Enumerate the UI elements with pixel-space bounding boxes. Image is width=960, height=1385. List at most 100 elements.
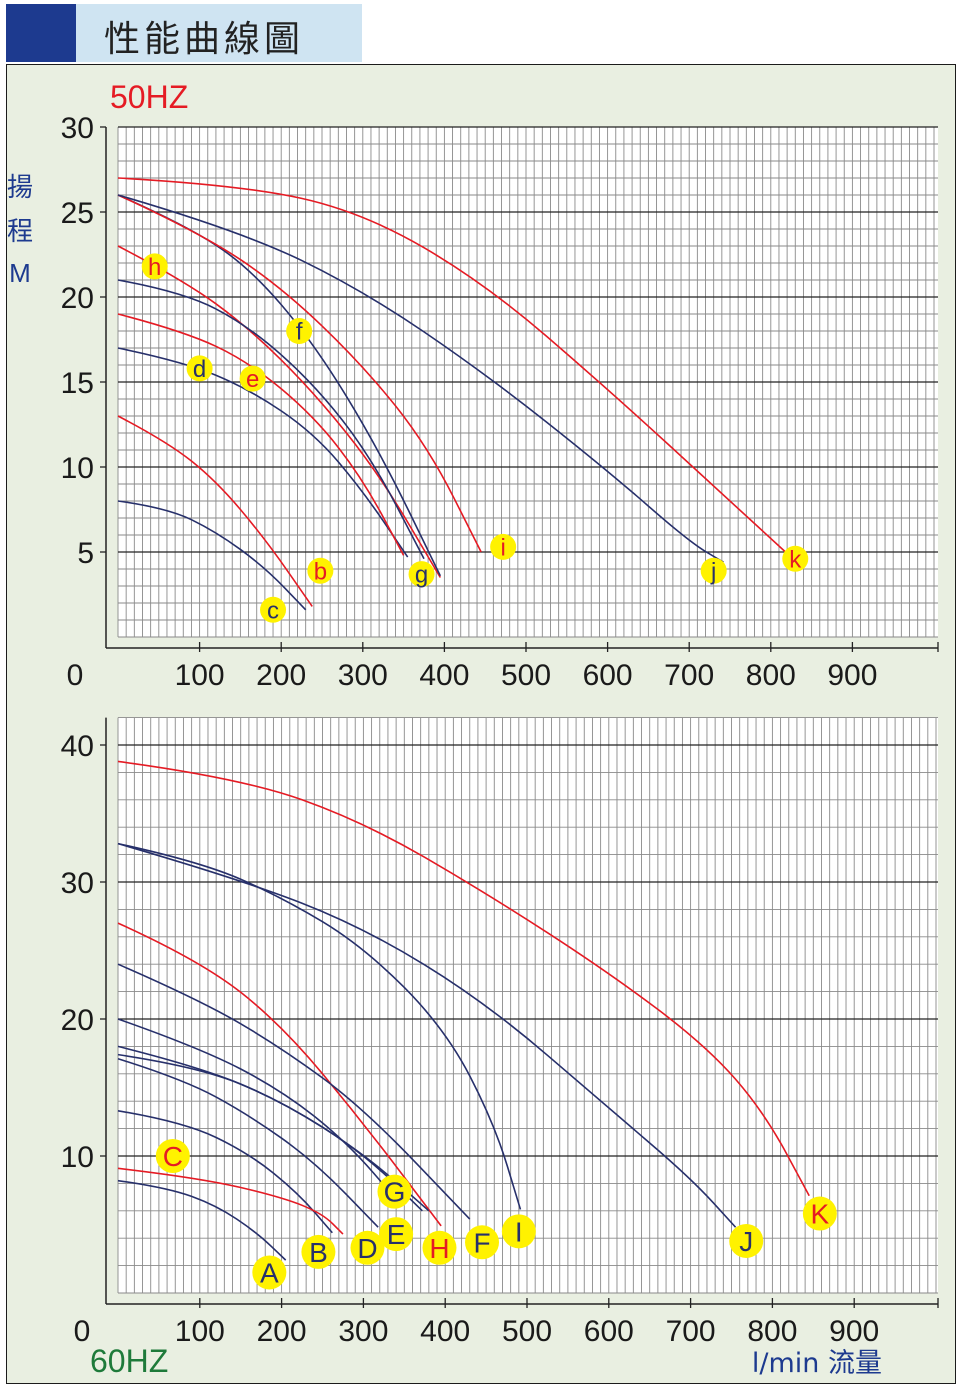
curve-I	[117, 842, 522, 1210]
curve-label-h: h	[148, 254, 161, 281]
curve-marker-C	[155, 1139, 190, 1173]
y-tick-label: 15	[61, 367, 94, 400]
curve-marker-B	[301, 1234, 336, 1269]
x-tick-label: 600	[583, 659, 633, 692]
chart-50hz: 100 200 300 400 500 600 700 800 900510152025300c…	[61, 112, 939, 692]
curve-label-g: g	[415, 562, 428, 589]
y-tick-label: 30	[61, 112, 94, 145]
curve-marker-d	[186, 355, 213, 382]
curve-marker-G	[377, 1174, 412, 1209]
chart-60hz: 100 200 300 400 500 600 700 800 900102030400ABCD…	[61, 717, 939, 1348]
curve-H	[117, 922, 442, 1227]
curve-marker-D	[350, 1230, 385, 1265]
curve-label-k: k	[789, 546, 802, 573]
curve-label-e: e	[246, 366, 259, 393]
curve-B	[117, 1110, 333, 1234]
curve-label-d: d	[193, 356, 206, 383]
x-axis-label: l/min 流量	[752, 1348, 882, 1379]
x-tick-label: 300	[338, 1315, 388, 1348]
curve-label-J: J	[739, 1226, 753, 1257]
y-axis-label-2: 程	[7, 217, 33, 247]
curve-K	[117, 760, 810, 1197]
curve-marker-c	[260, 596, 287, 623]
curve-D	[117, 1057, 379, 1228]
origin-label: 0	[67, 659, 84, 692]
x-tick-label: 100	[175, 659, 225, 692]
curve-marker-A	[252, 1255, 287, 1290]
curve-g	[117, 279, 425, 560]
y-tick-label: 10	[61, 1141, 94, 1174]
plot-area	[118, 717, 938, 1293]
x-tick-label: 200	[257, 1315, 307, 1348]
curve-C	[117, 1167, 344, 1235]
curve-A	[117, 1179, 287, 1261]
curve-label-B: B	[309, 1237, 328, 1268]
header-accent-block	[6, 4, 76, 62]
curve-label-G: G	[384, 1177, 406, 1208]
y-axis-label-3: M	[9, 258, 31, 288]
x-tick-label: 100	[175, 1315, 225, 1348]
curve-e	[117, 313, 405, 556]
freq-label-50hz: 50HZ	[110, 79, 188, 115]
curve-marker-J	[729, 1223, 764, 1258]
y-tick-label: 5	[77, 537, 94, 570]
curve-i	[117, 194, 482, 553]
curve-h	[117, 245, 442, 578]
origin-label: 0	[74, 1315, 91, 1348]
curve-marker-e	[239, 365, 266, 392]
curve-b	[117, 415, 313, 607]
curve-marker-i	[490, 533, 517, 560]
curve-label-K: K	[811, 1199, 830, 1230]
curve-c	[117, 500, 307, 611]
x-tick-label: 700	[664, 659, 714, 692]
curve-marker-H	[422, 1230, 457, 1265]
y-tick-label: 30	[61, 867, 94, 900]
curve-label-i: i	[500, 535, 505, 562]
x-tick-label: 600	[584, 1315, 634, 1348]
curve-label-C: C	[163, 1141, 183, 1172]
curve-navy-17.4	[117, 1053, 430, 1212]
curve-marker-k	[782, 545, 809, 572]
y-tick-label: 10	[61, 452, 94, 485]
y-tick-label: 20	[61, 282, 94, 315]
x-tick-label: 900	[827, 659, 877, 692]
x-tick-label: 400	[420, 1315, 470, 1348]
curve-marker-g	[408, 561, 435, 588]
curve-k	[117, 177, 787, 553]
curve-label-D: D	[357, 1233, 377, 1264]
curve-marker-b	[307, 557, 334, 584]
curve-label-f: f	[296, 319, 303, 346]
curve-d	[117, 347, 409, 558]
x-tick-label: 500	[502, 1315, 552, 1348]
curve-label-F: F	[473, 1227, 490, 1258]
y-tick-label: 40	[61, 730, 94, 763]
x-tick-label: 800	[747, 1315, 797, 1348]
freq-label-60hz: 60HZ	[90, 1343, 168, 1379]
x-tick-label: 900	[829, 1315, 879, 1348]
curve-marker-j	[700, 557, 727, 584]
page-title: 性能曲線圖	[104, 19, 305, 60]
x-tick-label: 400	[419, 659, 469, 692]
curve-F	[117, 963, 471, 1220]
curve-marker-K	[802, 1196, 837, 1231]
curve-marker-F	[465, 1225, 500, 1260]
curve-label-A: A	[260, 1258, 279, 1289]
curve-label-b: b	[314, 558, 327, 585]
curve-label-c: c	[267, 597, 279, 624]
curve-label-j: j	[710, 558, 716, 585]
curve-marker-h	[141, 253, 168, 280]
y-axis-label-1: 揚	[7, 173, 33, 203]
curve-label-H: H	[429, 1233, 449, 1264]
curve-label-I: I	[515, 1216, 523, 1247]
x-tick-label: 800	[746, 659, 796, 692]
y-tick-label: 25	[61, 197, 94, 230]
x-tick-label: 300	[338, 659, 388, 692]
curve-label-E: E	[387, 1219, 406, 1250]
curve-j	[117, 194, 724, 563]
x-tick-label: 200	[256, 659, 306, 692]
curve-marker-E	[379, 1217, 414, 1252]
curve-marker-I	[501, 1214, 536, 1249]
y-tick-label: 20	[61, 1004, 94, 1037]
x-tick-label: 500	[501, 659, 551, 692]
